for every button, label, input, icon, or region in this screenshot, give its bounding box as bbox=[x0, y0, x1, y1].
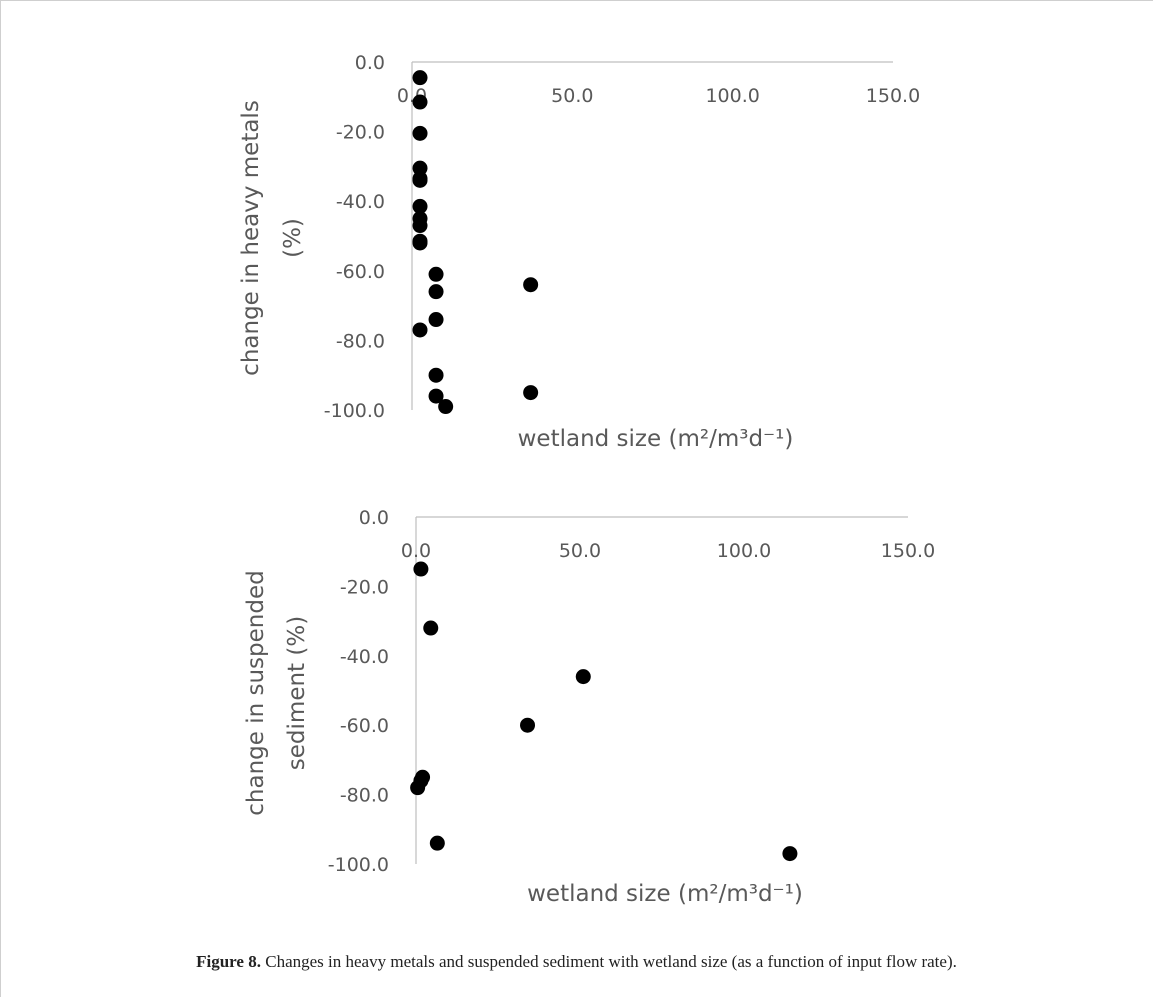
x-tick-label: 150.0 bbox=[881, 540, 935, 562]
y-tick-label: -60.0 bbox=[336, 261, 385, 283]
data-point bbox=[412, 198, 428, 214]
data-point bbox=[413, 561, 429, 577]
y-tick-label: -60.0 bbox=[340, 715, 389, 737]
data-point bbox=[412, 70, 428, 86]
data-point bbox=[428, 367, 444, 383]
x-tick-label: 0.0 bbox=[401, 540, 431, 562]
suspended-sediment-chart: 0.0 50.0 100.0 150.0 0.0 -20.0 -40.0 -60.0 -80.0… bbox=[243, 507, 935, 907]
data-point bbox=[410, 780, 426, 796]
y-axis-title-line: (%) bbox=[280, 218, 306, 258]
x-tick-label: 100.0 bbox=[717, 540, 771, 562]
y-tick-label: 0.0 bbox=[359, 507, 389, 529]
data-point bbox=[412, 160, 428, 176]
data-point bbox=[428, 388, 444, 404]
x-tick-label: 50.0 bbox=[559, 540, 601, 562]
caption-text: Changes in heavy metals and suspended se… bbox=[265, 952, 957, 971]
data-point bbox=[412, 172, 428, 188]
y-tick-label: -20.0 bbox=[336, 122, 385, 144]
y-tick-label: -80.0 bbox=[340, 785, 389, 807]
y-axis-title-line: change in heavy metals bbox=[238, 100, 264, 376]
y-tick-label: -100.0 bbox=[328, 854, 389, 876]
data-point bbox=[438, 399, 454, 415]
y-axis-title-line: change in suspended bbox=[243, 570, 269, 815]
x-tick-label: 100.0 bbox=[705, 85, 759, 107]
figure-caption: Figure 8. Changes in heavy metals and su… bbox=[0, 952, 1153, 972]
data-point bbox=[523, 385, 539, 401]
y-tick-label: -40.0 bbox=[336, 191, 385, 213]
data-point bbox=[782, 846, 798, 862]
heavy-metals-chart: 0.0 50.0 100.0 150.00.0-20.0-40.0-60.0-80.0… bbox=[238, 52, 920, 452]
x-axis-title: wetland size (m²/m³d⁻¹) bbox=[527, 881, 803, 907]
data-point bbox=[412, 125, 428, 141]
y-axis-title-line: sediment (%) bbox=[284, 616, 310, 770]
y-tick-label: -20.0 bbox=[340, 576, 389, 598]
x-tick-label: 50.0 bbox=[551, 85, 593, 107]
data-point bbox=[429, 835, 445, 851]
data-point bbox=[520, 717, 536, 733]
data-point bbox=[423, 620, 439, 636]
x-tick-label: 150.0 bbox=[866, 85, 920, 107]
y-tick-label: -80.0 bbox=[336, 330, 385, 352]
y-tick-label: -100.0 bbox=[324, 400, 385, 422]
data-point bbox=[575, 669, 591, 685]
data-point bbox=[428, 266, 444, 282]
data-point bbox=[412, 218, 428, 234]
y-tick-label: -40.0 bbox=[340, 646, 389, 668]
y-tick-label: 0.0 bbox=[355, 52, 385, 74]
data-point bbox=[412, 94, 428, 110]
data-point bbox=[523, 277, 539, 293]
data-point bbox=[412, 322, 428, 338]
data-point bbox=[428, 284, 444, 300]
data-point bbox=[412, 233, 428, 249]
x-axis-title: wetland size (m²/m³d⁻¹) bbox=[518, 426, 794, 452]
caption-label: Figure 8. bbox=[196, 952, 261, 971]
data-point bbox=[428, 312, 444, 328]
